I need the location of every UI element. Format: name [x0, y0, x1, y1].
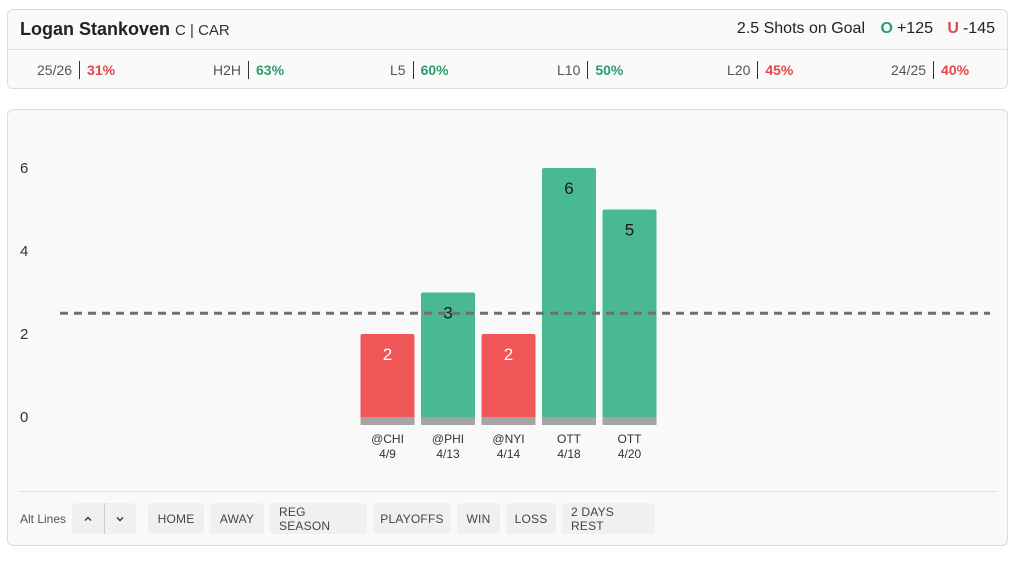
bar [542, 168, 596, 422]
bar-value-label: 2 [504, 345, 513, 364]
x-tick-opponent: @PHI [432, 432, 464, 446]
bar [602, 209, 657, 422]
bar-base [602, 417, 657, 425]
market-label: 2.5 Shots on Goal [736, 20, 865, 37]
bar [481, 334, 536, 422]
stat-value: 50% [595, 62, 624, 78]
stat-label: 24/25 [891, 62, 927, 78]
stat-h2h[interactable]: H2H 63% [213, 61, 284, 79]
alt-line-up-button[interactable] [72, 503, 104, 534]
under-odds-value: -145 [962, 20, 995, 37]
y-tick-label: 6 [20, 160, 28, 177]
stat-label: L10 [557, 62, 581, 78]
alt-lines-stepper [72, 503, 136, 534]
prop-title-row: Logan Stankoven C | CAR 2.5 Shots on Goal… [8, 10, 1007, 50]
filter-reg-season-button[interactable]: REG SEASON [270, 503, 367, 534]
y-tick-label: 4 [20, 243, 28, 260]
x-tick-opponent: @NYI [492, 432, 524, 446]
prop-header-card: Logan Stankoven C | CAR 2.5 Shots on Goal… [7, 9, 1008, 89]
x-tick-date: 4/14 [497, 447, 521, 461]
bar-base [421, 417, 475, 425]
player-name: Logan Stankoven C | CAR [20, 19, 230, 40]
y-tick-label: 0 [20, 409, 28, 426]
bar-value-label: 2 [383, 345, 392, 364]
stat-value: 45% [765, 62, 794, 78]
chevron-down-icon [116, 516, 124, 521]
filter-win-button[interactable]: WIN [457, 503, 500, 534]
filter-away-button[interactable]: AWAY [210, 503, 264, 534]
game-log-chart: 02462@CHI4/93@PHI4/132@NYI4/146OTT4/185O… [20, 160, 990, 461]
chevron-up-icon [84, 516, 92, 521]
filter-bar: Alt Lines HOME AWAY REG SEASON PLAYOFFS … [8, 491, 1007, 547]
bar-base [542, 417, 596, 425]
x-tick-opponent: OTT [557, 432, 582, 446]
bar-base [481, 417, 536, 425]
under-symbol: U [947, 20, 959, 37]
player-position-team: C | CAR [175, 22, 230, 39]
stat-value: 40% [941, 62, 970, 78]
x-tick-opponent: OTT [618, 432, 643, 446]
bar-base [360, 417, 415, 425]
stat-label: L5 [390, 62, 406, 78]
x-tick-opponent: @CHI [371, 432, 404, 446]
x-tick-date: 4/18 [557, 447, 581, 461]
over-odds[interactable]: O +125 [881, 20, 934, 38]
bar-value-label: 6 [564, 179, 573, 198]
stat-label: H2H [213, 62, 242, 78]
over-odds-value: +125 [896, 20, 933, 37]
bar [421, 292, 475, 422]
stat-l20[interactable]: L20 45% [727, 61, 793, 79]
stat-value: 60% [420, 62, 449, 78]
filter-2-days-rest-button[interactable]: 2 DAYS REST [562, 503, 655, 534]
player-name-text: Logan Stankoven [20, 19, 171, 39]
bar-value-label: 3 [443, 304, 452, 323]
stat-label: 25/26 [37, 62, 73, 78]
stat-season[interactable]: 25/26 31% [37, 61, 115, 79]
stat-last-season[interactable]: 24/25 40% [891, 61, 969, 79]
stat-value: 31% [87, 62, 116, 78]
x-tick-date: 4/13 [436, 447, 460, 461]
x-tick-date: 4/20 [618, 447, 642, 461]
x-tick-date: 4/9 [379, 447, 396, 461]
stat-value: 63% [256, 62, 285, 78]
bar-value-label: 5 [625, 221, 634, 240]
filter-playoffs-button[interactable]: PLAYOFFS [373, 503, 451, 534]
alt-line-down-button[interactable] [105, 503, 137, 534]
stat-l10[interactable]: L10 50% [557, 61, 623, 79]
filter-loss-button[interactable]: LOSS [506, 503, 556, 534]
stat-l5[interactable]: L5 60% [390, 61, 449, 79]
stat-label: L20 [727, 62, 751, 78]
chart-card: 0 2 4 6 2 @CHI 4/9 3 @PHI 4/13 2 @NYI 4/14 6 OTT 4/18 5 O… [7, 109, 1008, 546]
hit-rate-row: 25/26 31% H2H 63% L5 60% L10 50% L20 45% 24/2… [8, 50, 1007, 90]
filter-home-button[interactable]: HOME [148, 503, 204, 534]
over-symbol: O [880, 20, 893, 37]
bar [360, 334, 415, 422]
y-tick-label: 2 [20, 326, 28, 343]
under-odds[interactable]: U -145 [947, 20, 995, 38]
alt-lines-label: Alt Lines [20, 512, 67, 526]
